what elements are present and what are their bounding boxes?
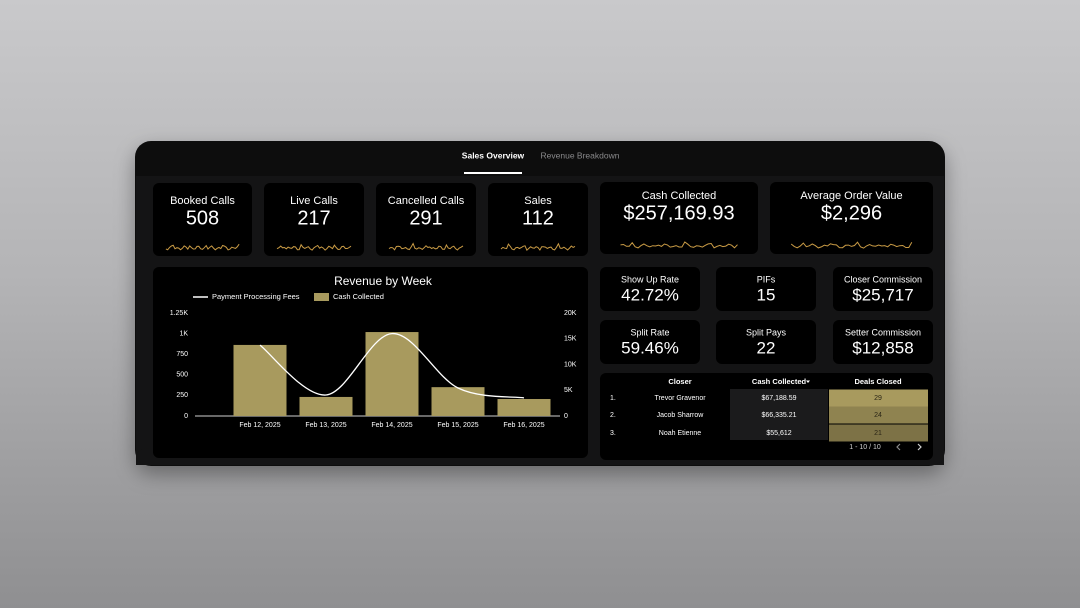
kpi-value: 217 [297, 207, 330, 229]
kpi-value: $257,169.93 [623, 202, 734, 224]
metric-card [600, 267, 700, 311]
deals-cell: 21 [874, 430, 882, 437]
legend-swatch [314, 293, 329, 301]
sparkline [790, 241, 913, 249]
x-tick-label: Feb 12, 2025 [239, 422, 280, 429]
kpi-label: Cancelled Calls [388, 195, 465, 207]
deals-cell: 24 [874, 412, 882, 419]
y-tick-label: 1.25K [170, 310, 189, 317]
bar [497, 399, 551, 416]
y-tick-label: 250 [176, 392, 188, 399]
metric-value: 42.72% [621, 285, 679, 304]
metric-value: 59.46% [621, 338, 679, 357]
legend-label: Cash Collected [333, 292, 384, 301]
kpi-label: Live Calls [290, 195, 338, 207]
metric-value: 15 [757, 285, 776, 304]
closer-name: Noah Etienne [659, 430, 702, 437]
tab-underline [464, 172, 522, 174]
column-header[interactable]: Cash Collected [752, 377, 807, 386]
kpi-value: 112 [522, 207, 554, 229]
y-tick-label: 750 [176, 351, 188, 358]
metric-label: Split Rate [630, 327, 669, 337]
tab-active[interactable]: Sales Overview [462, 150, 525, 160]
closer-name: Trevor Gravenor [654, 395, 706, 402]
x-tick-label: Feb 14, 2025 [371, 422, 412, 429]
tab[interactable]: Revenue Breakdown [541, 150, 620, 160]
metric-label: Split Pays [746, 327, 787, 337]
kpi-value: 291 [409, 207, 442, 229]
metric-card [600, 320, 700, 364]
kpi-card [153, 183, 252, 256]
sparkline [276, 243, 352, 251]
metric-value: $12,858 [852, 338, 913, 357]
line [259, 332, 525, 399]
kpi-value: $2,296 [821, 202, 882, 224]
kpi-card [600, 182, 758, 254]
row-index: 3. [610, 430, 616, 437]
kpi-value: 508 [186, 207, 219, 229]
cash-column-bg [730, 389, 828, 440]
kpi-label: Cash Collected [642, 190, 717, 202]
column-header: Deals Closed [854, 377, 902, 386]
closer-name: Jacob Sharrow [657, 412, 705, 419]
kpi-label: Sales [524, 195, 552, 207]
cash-cell: $67,188.59 [761, 395, 796, 402]
metric-card [833, 320, 933, 364]
heat-cell [829, 424, 928, 442]
metric-value: 22 [757, 338, 776, 357]
bar [233, 344, 287, 416]
deals-cell: 29 [874, 395, 882, 402]
metric-label: Setter Commission [845, 327, 921, 337]
chart-title: Revenue by Week [334, 274, 433, 288]
kpi-card [770, 182, 933, 254]
row-index: 2. [610, 412, 616, 419]
metric-label: PIFs [757, 274, 776, 284]
y2-tick-label: 15K [564, 336, 577, 343]
bar [431, 387, 485, 416]
kpi-label: Average Order Value [800, 190, 902, 202]
row-index: 1. [610, 395, 616, 402]
x-tick-label: Feb 16, 2025 [503, 422, 544, 429]
sort-arrow [806, 380, 810, 383]
kpi-card [488, 183, 588, 256]
metric-label: Closer Commission [844, 274, 922, 284]
sparkline [165, 243, 240, 251]
cash-cell: $55,612 [766, 430, 791, 437]
kpi-card [376, 183, 476, 256]
y2-tick-label: 20K [564, 310, 577, 317]
heat-cell [829, 406, 928, 424]
metric-card [833, 267, 933, 311]
bar [299, 396, 353, 416]
y2-tick-label: 5K [564, 387, 573, 394]
y2-tick-label: 0 [564, 413, 568, 420]
kpi-card [264, 183, 364, 256]
sparkline [500, 242, 576, 252]
kpi-label: Booked Calls [170, 195, 235, 207]
x-tick-label: Feb 13, 2025 [305, 422, 346, 429]
cash-cell: $66,335.21 [761, 412, 796, 419]
next-page[interactable] [917, 443, 922, 451]
metric-label: Show Up Rate [621, 274, 679, 284]
x-tick-label: Feb 15, 2025 [437, 422, 478, 429]
sparkline [620, 241, 738, 249]
metric-card [716, 267, 816, 311]
legend-label: Payment Processing Fees [212, 292, 300, 301]
prev-page[interactable] [896, 443, 901, 451]
y-tick-label: 500 [176, 372, 188, 379]
sparkline [388, 242, 464, 251]
metric-value: $25,717 [852, 285, 913, 304]
metric-card [716, 320, 816, 364]
bar [365, 332, 419, 416]
y-tick-label: 1K [179, 330, 188, 337]
y-tick-label: 0 [184, 413, 188, 420]
heat-cell [829, 389, 928, 407]
pagination: 1 - 10 / 10 [849, 444, 881, 451]
column-header: Closer [668, 377, 691, 386]
y2-tick-label: 10K [564, 361, 577, 368]
